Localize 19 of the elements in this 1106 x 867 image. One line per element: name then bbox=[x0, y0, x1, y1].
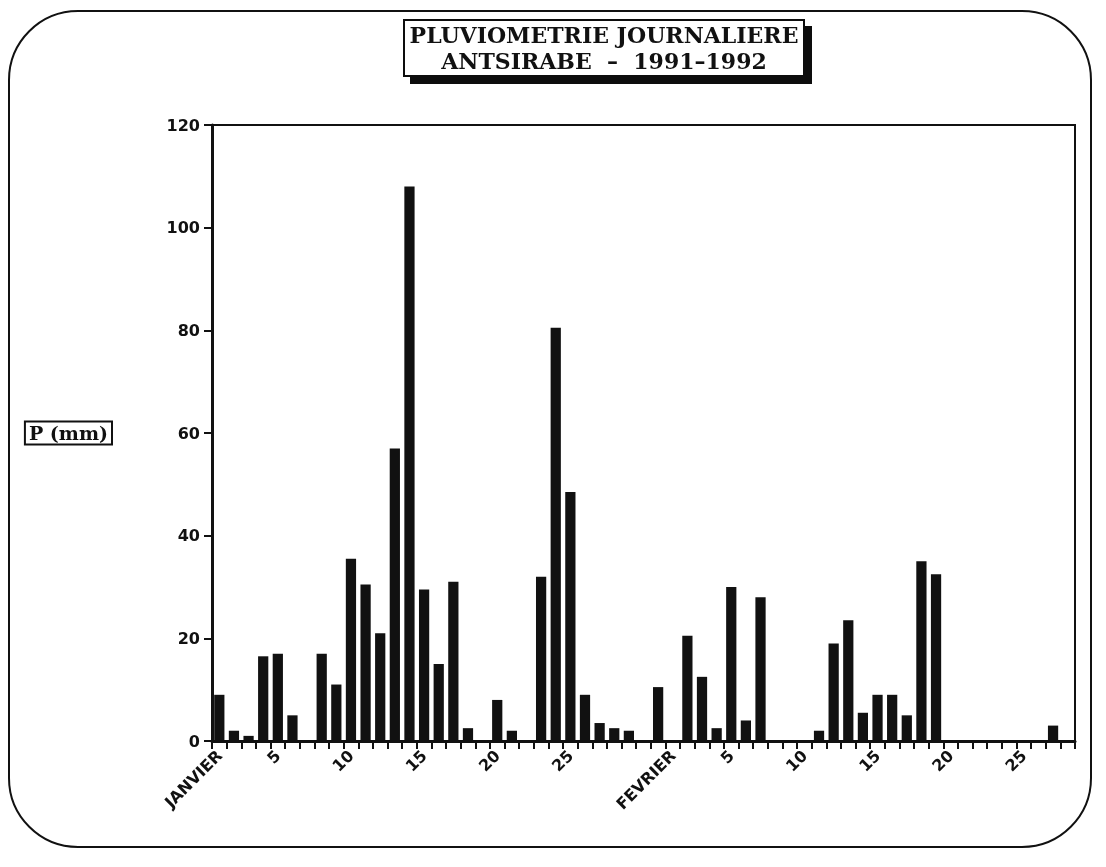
x-tick-label: 25 bbox=[547, 746, 578, 776]
x-tick-label: 10 bbox=[781, 746, 812, 776]
y-axis-title: P (mm) bbox=[28, 422, 108, 444]
x-tick-label: 25 bbox=[1001, 746, 1031, 776]
y-tick-label: 20 bbox=[177, 628, 200, 648]
x-tick-label: 5 bbox=[716, 746, 738, 768]
x-tick-label: 10 bbox=[328, 746, 358, 776]
x-tick-label: 20 bbox=[928, 746, 958, 776]
y-tick-label: 80 bbox=[177, 320, 200, 340]
y-tick-label: 0 bbox=[188, 731, 200, 751]
x-tick-label: 15 bbox=[855, 746, 885, 776]
y-tick-label: 120 bbox=[166, 115, 200, 135]
x-tick-label: 20 bbox=[474, 746, 504, 776]
x-tick-label: 15 bbox=[401, 746, 431, 776]
y-tick-label: 100 bbox=[166, 218, 200, 238]
y-tick-label: 40 bbox=[177, 526, 200, 546]
y-tick-label: 60 bbox=[177, 423, 200, 443]
x-tick-label: 5 bbox=[263, 746, 285, 768]
chart-title: PLUVIOMETRIE JOURNALIERE ANTSIRABE – 1991–1992 bbox=[409, 22, 799, 74]
